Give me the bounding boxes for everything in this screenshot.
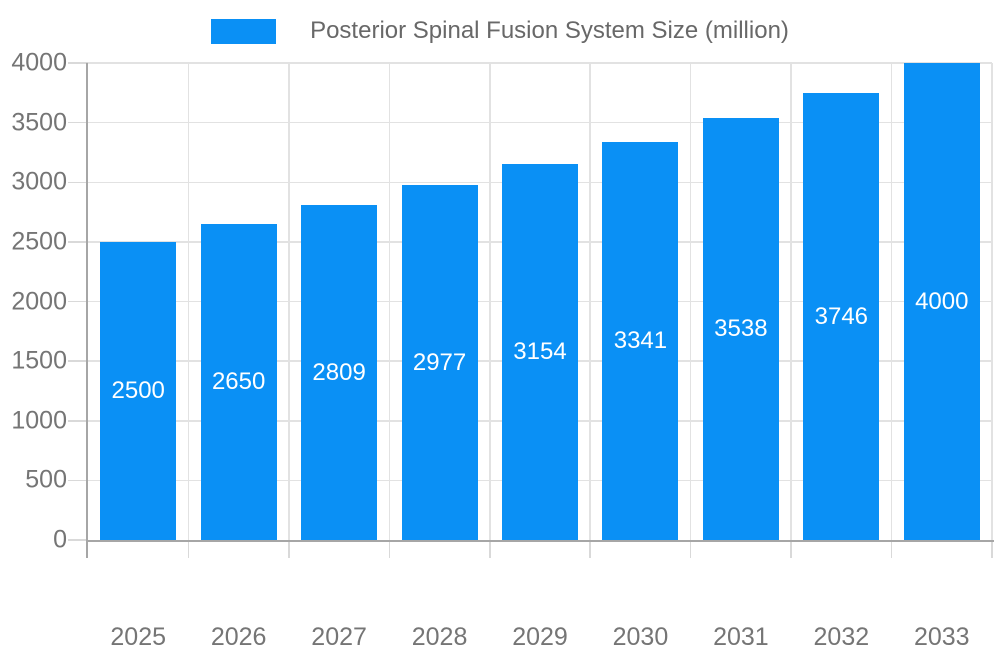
x-axis-tick <box>288 542 290 558</box>
x-axis-tick-label: 2031 <box>713 623 769 651</box>
y-axis-tick <box>68 121 88 124</box>
y-gridline <box>88 62 992 64</box>
x-gridline <box>790 63 792 540</box>
bar-value-label: 3538 <box>714 315 768 343</box>
y-axis-tick <box>68 420 88 422</box>
bar-2031[interactable]: 3538 <box>702 118 779 540</box>
bar-value-label: 3746 <box>814 302 869 330</box>
bar-2029[interactable]: 3154 <box>502 163 578 540</box>
legend-item[interactable]: Posterior Spinal Fusion System Size (mil… <box>0 17 1000 45</box>
x-axis-tick-label: 2032 <box>813 623 870 651</box>
y-axis-tick <box>68 360 88 362</box>
bar-2027[interactable]: 2809 <box>301 205 378 540</box>
y-axis-tick <box>68 479 88 482</box>
bar-2026[interactable]: 2650 <box>200 224 277 540</box>
x-axis-tick-label: 2030 <box>612 623 669 651</box>
y-axis-tick-label: 0 <box>53 525 67 554</box>
bar-value-label: 2977 <box>412 348 467 376</box>
x-axis-tick <box>790 542 792 558</box>
y-axis-tick-label: 2500 <box>11 227 67 256</box>
x-axis-tick-label: 2033 <box>913 623 970 651</box>
y-axis-tick <box>68 62 88 64</box>
y-axis-line <box>86 63 88 558</box>
y-axis-tick-label: 4000 <box>11 48 67 77</box>
x-gridline <box>991 63 993 540</box>
x-axis-tick <box>689 542 692 558</box>
y-axis-tick <box>68 539 88 541</box>
x-axis-tick <box>589 542 591 558</box>
legend-swatch <box>211 18 277 44</box>
bar-2030[interactable]: 3341 <box>602 141 679 540</box>
chart-container: Posterior Spinal Fusion System Size (mil… <box>0 17 1000 651</box>
x-axis-tick-label: 2029 <box>512 623 568 651</box>
x-gridline <box>288 63 290 540</box>
y-axis-tick-label: 500 <box>25 465 67 494</box>
x-axis-tick <box>991 542 993 558</box>
x-axis-tick <box>890 542 893 558</box>
y-axis-tick-label: 3500 <box>11 108 67 137</box>
x-axis-tick <box>489 542 491 558</box>
y-axis-tick-label: 3000 <box>11 167 67 196</box>
x-axis-tick <box>388 542 391 558</box>
y-axis-tick <box>68 241 88 243</box>
bar-value-label: 2650 <box>211 368 266 395</box>
x-gridline <box>187 63 190 540</box>
y-axis-tick-label: 2000 <box>11 287 67 315</box>
x-axis-line <box>86 540 994 542</box>
bar-value-label: 2500 <box>111 376 165 404</box>
x-axis-tick-label: 2025 <box>110 623 167 651</box>
legend-label: Posterior Spinal Fusion System Size (mil… <box>310 17 789 44</box>
bar-value-label: 3154 <box>513 337 567 365</box>
x-gridline <box>890 63 893 540</box>
bar-2033[interactable]: 4000 <box>903 63 980 540</box>
bar-2028[interactable]: 2977 <box>401 185 478 540</box>
y-axis-tick-label: 1000 <box>11 406 67 435</box>
bar-2032[interactable]: 3746 <box>803 93 880 540</box>
bar-value-label: 2809 <box>312 358 366 386</box>
bar-2025[interactable]: 2500 <box>100 241 177 540</box>
x-axis-tick-label: 2026 <box>210 623 267 651</box>
y-axis-tick <box>68 300 88 303</box>
x-axis-tick <box>187 542 190 558</box>
x-axis-tick-label: 2028 <box>411 623 468 651</box>
x-axis-tick-label: 2027 <box>311 623 367 651</box>
y-gridline <box>88 121 992 124</box>
x-gridline <box>489 63 491 540</box>
y-axis-tick-label: 1500 <box>11 346 67 375</box>
y-axis-tick <box>68 181 88 183</box>
x-gridline <box>589 63 591 540</box>
plot-area: 0 500 1000 1500 2000 2500 3000 3500 4000 2500 2650… <box>11 49 994 651</box>
bar-value-label: 3341 <box>613 326 668 354</box>
x-gridline <box>388 63 391 540</box>
bar-value-label: 4000 <box>915 287 969 315</box>
x-gridline <box>689 63 692 540</box>
